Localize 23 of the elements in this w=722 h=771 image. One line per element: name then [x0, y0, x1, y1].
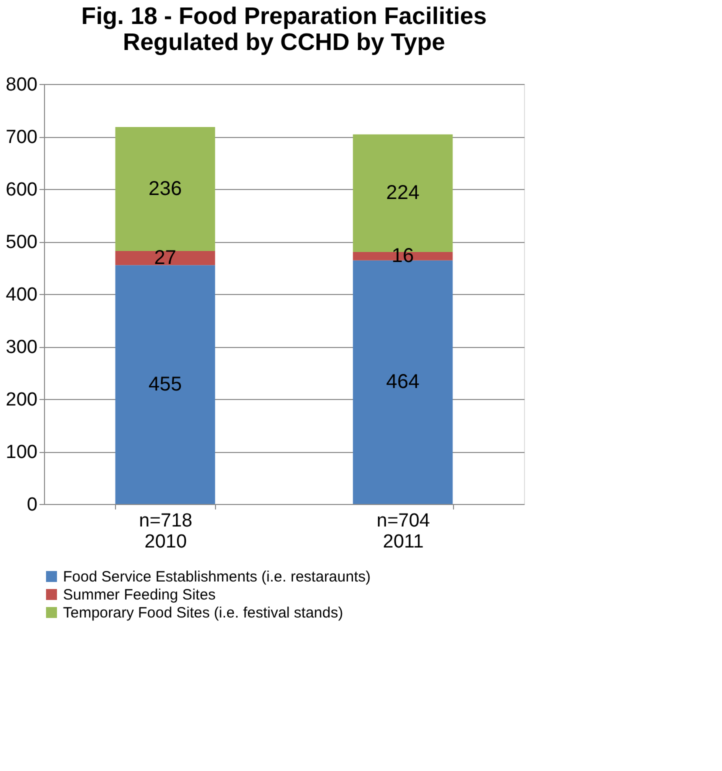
data-label: 236 [148, 178, 182, 200]
y-tick-label: 300 [6, 337, 38, 358]
y-tick-label: 800 [6, 74, 38, 96]
y-tick-label: 600 [6, 180, 38, 200]
data-label: 27 [154, 247, 176, 270]
y-tick-label: 200 [6, 390, 38, 410]
y-tick-label: 700 [6, 127, 38, 148]
y-tick-label: 400 [6, 284, 38, 306]
chart-title: Fig. 18 - Food Preparation Facilities Regulated by CCHD by Type [81, 3, 487, 56]
data-label: 224 [386, 182, 420, 204]
data-label: 464 [386, 371, 420, 394]
bar [115, 250, 216, 266]
legend-label: Temporary Food Sites (i.e. festival stands) [63, 604, 344, 622]
y-tick-label: 0 [26, 494, 38, 516]
y-tick-label: 500 [6, 232, 38, 253]
bar [115, 265, 216, 504]
data-label: 455 [148, 374, 182, 396]
bar [115, 127, 216, 251]
x-tick-label: n=718 2010 [139, 510, 192, 552]
y-tick-label: 100 [6, 442, 38, 463]
x-tick-label: n=704 2011 [376, 510, 430, 552]
legend-label: Summer Feeding Sites [63, 586, 216, 604]
legend-label: Food Service Establishments (i.e. restaraunts) [63, 568, 371, 586]
